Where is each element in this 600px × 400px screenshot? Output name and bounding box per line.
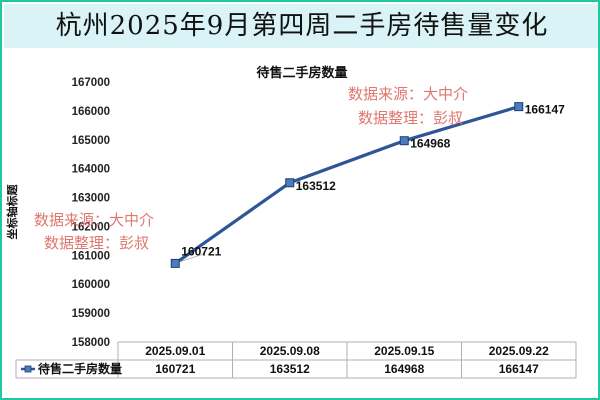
table-cell-value: 164968: [384, 362, 424, 376]
data-point: [170, 258, 180, 268]
watermark-author: 数据整理：彭叔: [358, 109, 463, 127]
watermark-source: 数据来源：大中介: [34, 211, 154, 229]
series-group: 160721 163512 164968 166147: [170, 102, 565, 268]
x-tick-label: 2025.09.01: [145, 344, 205, 358]
legend-label: 待售二手房数量: [38, 361, 122, 376]
y-tick-label: 164000: [72, 164, 110, 176]
y-axis: 158000 159000 160000 161000 162000 163000 1640…: [72, 77, 110, 349]
y-tick-label: 162000: [72, 221, 110, 233]
data-label: 166147: [525, 103, 565, 117]
table-cell-value: 166147: [499, 362, 539, 376]
chart-title: 待售二手房数量: [255, 65, 347, 80]
page-title: 杭州2025年9月第四周二手房待售量变化: [55, 11, 549, 41]
watermark-author: 数据整理：彭叔: [44, 234, 149, 252]
data-label-leader: [175, 253, 206, 264]
y-axis-title: 坐标轴标题: [5, 184, 19, 240]
y-tick-label: 163000: [72, 193, 110, 205]
y-tick-label: 160000: [72, 279, 110, 291]
data-point: [514, 102, 524, 112]
table-cell-value: 160721: [155, 362, 195, 376]
y-tick-label: 167000: [72, 77, 110, 89]
y-tick-label: 158000: [72, 337, 110, 349]
data-label: 163512: [296, 179, 336, 193]
x-tick-label: 2025.09.22: [489, 344, 549, 358]
data-point: [285, 178, 295, 188]
watermark-source: 数据来源：大中介: [348, 85, 468, 103]
y-tick-label: 159000: [72, 308, 110, 320]
series-line: [174, 105, 520, 265]
data-label: 160721: [181, 244, 221, 258]
data-table: 2025.09.01 2025.09.08 2025.09.15 2025.09.22…: [15, 341, 577, 379]
title-banner: 杭州2025年9月第四周二手房待售量变化: [4, 4, 598, 48]
y-tick-label: 161000: [72, 250, 110, 262]
data-point: [399, 136, 409, 146]
x-tick-label: 2025.09.08: [260, 344, 320, 358]
y-tick-label: 166000: [72, 106, 110, 118]
data-label: 164968: [410, 137, 450, 151]
x-tick-label: 2025.09.15: [374, 344, 434, 358]
table-cell-value: 163512: [270, 362, 310, 376]
watermark-group-1: 数据来源：大中介 数据整理：彭叔: [348, 85, 468, 127]
watermark-group-2: 数据来源：大中介 数据整理：彭叔: [34, 211, 154, 252]
legend-key-marker: [24, 365, 32, 373]
y-tick-label: 165000: [72, 135, 110, 147]
